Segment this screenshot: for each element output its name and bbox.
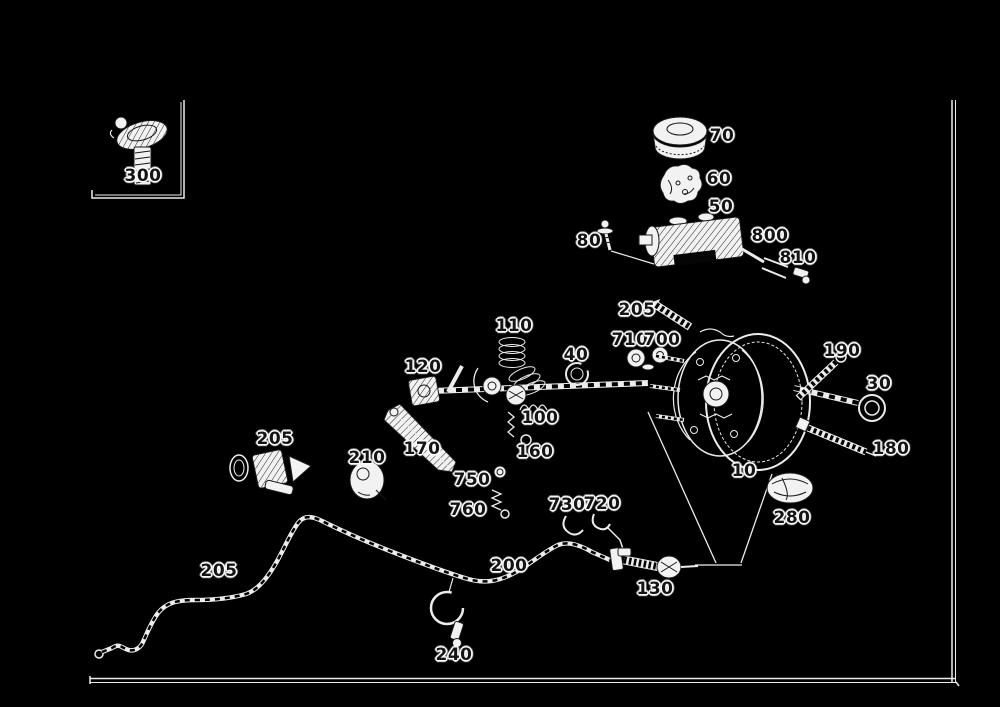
part-label-130-30[interactable]: 130: [636, 579, 674, 599]
part-label-180-22[interactable]: 180: [872, 439, 910, 459]
part-label-120-11[interactable]: 120: [404, 357, 442, 377]
part-label-720-19[interactable]: 720: [583, 494, 621, 514]
part-240-clamp-drawing: [429, 577, 465, 648]
part-label-240-29[interactable]: 240: [435, 645, 473, 665]
part-label-80-6[interactable]: 80: [576, 231, 602, 251]
part-label-800-4[interactable]: 800: [751, 226, 789, 246]
part-50-master-cylinder-drawing: [638, 212, 811, 285]
part-label-40-12[interactable]: 40: [563, 345, 589, 365]
part-80-screw-drawing: [596, 219, 655, 265]
part-label-205-25[interactable]: 205: [256, 429, 294, 449]
part-70-cap-drawing: [652, 116, 708, 160]
part-120-nut-drawing: [407, 375, 441, 407]
brake-pipe-drawing: [94, 514, 611, 659]
part-label-750-16[interactable]: 750: [453, 470, 491, 490]
part-280-cap-drawing: [766, 472, 814, 504]
part-label-200-28[interactable]: 200: [490, 556, 528, 576]
part-label-160-15[interactable]: 160: [516, 442, 554, 462]
part-label-70-1[interactable]: 70: [709, 126, 735, 146]
part-210-grommet-drawing: [349, 460, 387, 501]
part-205-hose-drawing: [650, 299, 693, 331]
part-label-760-17[interactable]: 760: [449, 500, 487, 520]
part-label-60-2[interactable]: 60: [706, 169, 732, 189]
part-label-170-14[interactable]: 170: [403, 439, 441, 459]
part-40-ring-drawing: [565, 362, 589, 386]
part-10-drum-assembly-drawing: [649, 328, 811, 471]
part-label-700-9[interactable]: 700: [643, 330, 681, 350]
part-300-bolt-drawing: [109, 116, 168, 186]
part-label-190-20[interactable]: 190: [823, 341, 861, 361]
part-label-210-26[interactable]: 210: [348, 448, 386, 468]
part-label-300-0[interactable]: 300: [124, 166, 162, 186]
part-label-710-8[interactable]: 710: [611, 330, 649, 350]
wheel-cylinder-cluster-drawing: [446, 337, 548, 519]
part-205-fitting-drawing: [229, 449, 312, 496]
part-label-280-24[interactable]: 280: [773, 508, 811, 528]
part-label-205-7[interactable]: 205: [618, 300, 656, 320]
part-label-30-21[interactable]: 30: [866, 374, 892, 394]
part-label-10-23[interactable]: 10: [731, 461, 757, 481]
parts-190-30-180-drawing: [794, 351, 886, 457]
part-label-100-13[interactable]: 100: [521, 408, 559, 428]
page-frame: [89, 100, 960, 687]
part-170-lever-drawing: [383, 403, 457, 473]
part-label-110-10[interactable]: 110: [495, 316, 533, 336]
part-60-strainer-drawing: [659, 163, 703, 204]
part-label-50-3[interactable]: 50: [708, 197, 734, 217]
parts-730-720-clips-drawing: [562, 513, 632, 557]
part-label-810-5[interactable]: 810: [779, 248, 817, 268]
part-label-730-18[interactable]: 730: [548, 495, 586, 515]
part-label-205-27[interactable]: 205: [200, 561, 238, 581]
